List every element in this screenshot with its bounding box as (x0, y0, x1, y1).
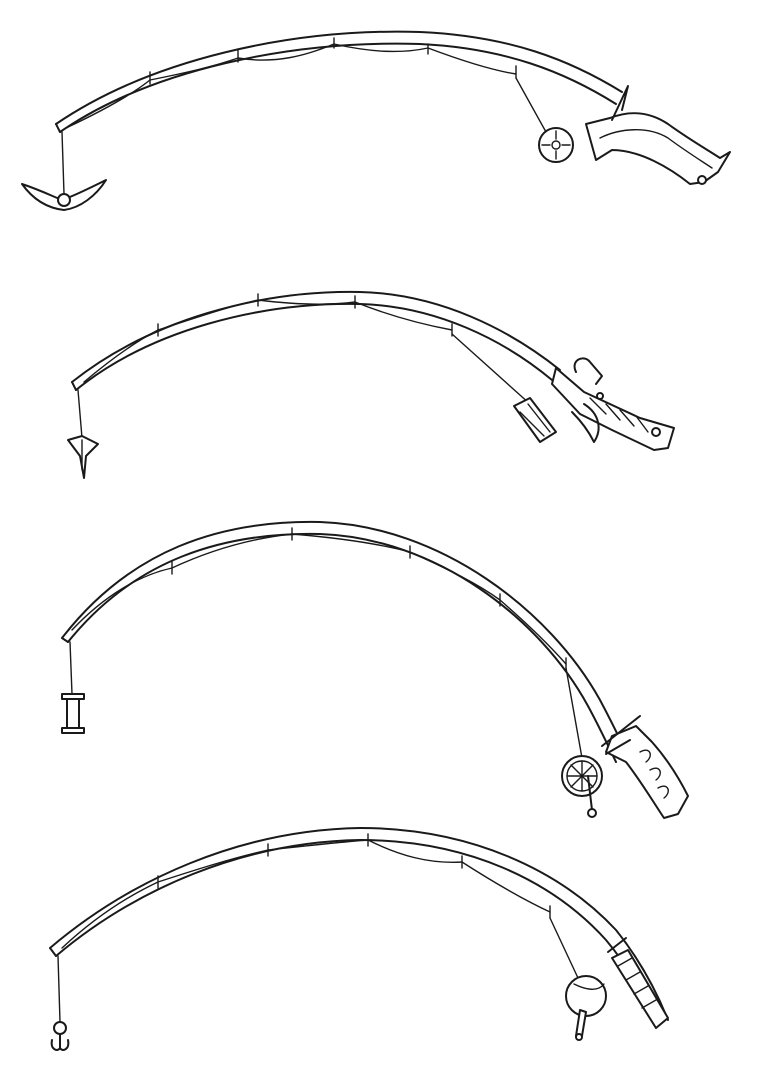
spool-reel-icon (513, 397, 557, 443)
rod-3-line (69, 641, 583, 759)
rod-3 (61, 520, 689, 819)
rod-3-blank (61, 520, 631, 763)
arrowhead-lure-icon (67, 435, 99, 479)
target-reel-icon (538, 127, 574, 163)
rod-2-blank (71, 290, 561, 391)
rod-1-line (61, 77, 547, 195)
rod-2 (67, 290, 675, 479)
pistol-grip-icon (585, 85, 731, 185)
crescent-blade-icon (21, 179, 107, 211)
rod-4-line (57, 917, 579, 1023)
spoked-reel-icon (561, 755, 603, 818)
treble-hook-icon (50, 1021, 70, 1051)
round-reel-icon (565, 975, 607, 1041)
rod-2-line (77, 333, 531, 439)
rod-1 (21, 30, 731, 211)
wrapped-grip-icon (551, 357, 675, 451)
wrapped-grip-icon (607, 937, 669, 1029)
rod-4 (49, 827, 669, 1051)
finger-grip-icon (601, 715, 689, 819)
bobbin-weight-icon (61, 693, 85, 734)
rod-1-blank (55, 30, 623, 133)
